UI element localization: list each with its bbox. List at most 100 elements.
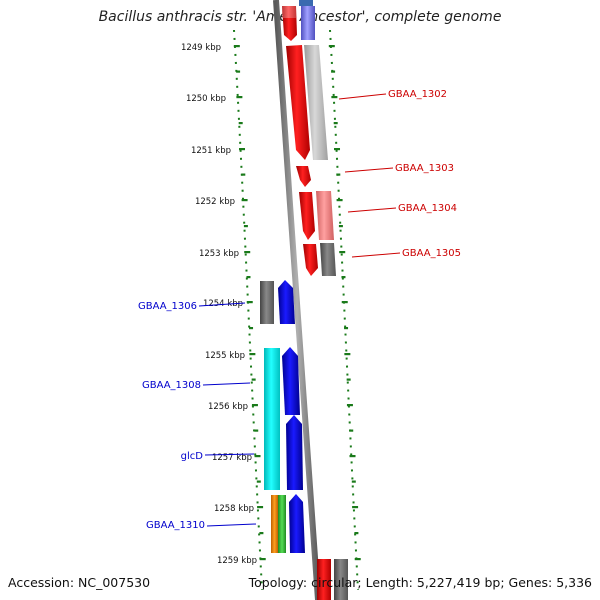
ruler-major-tick [334, 148, 341, 151]
ruler-major-tick [344, 353, 351, 356]
ruler-major-tick [354, 558, 361, 561]
cog-feature [260, 281, 274, 324]
forward-strand-features [282, 0, 348, 600]
ruler-major-tick [336, 199, 343, 202]
ruler-major-tick [341, 301, 348, 304]
cog-feature [278, 495, 286, 553]
gene-arrow-forward[interactable] [317, 559, 331, 600]
gene-label[interactable]: GBAA_1304 [398, 203, 457, 214]
cog-feature [299, 0, 313, 6]
tick-label: 1257 kbp [212, 453, 252, 463]
ruler-major-tick [328, 45, 335, 48]
ruler-minor-tick [251, 378, 256, 381]
leader-line [351, 252, 401, 258]
leader-line [347, 207, 397, 213]
gene-arrow-GBAA_1306[interactable] [278, 280, 295, 324]
ruler-major-tick [339, 251, 346, 254]
reverse-strand-features [260, 280, 305, 553]
gene-arrow-GBAA_1303[interactable] [296, 166, 311, 187]
ruler-major-tick [233, 45, 240, 48]
gene-label[interactable]: GBAA_1310 [146, 520, 205, 531]
ruler-minor-tick [349, 429, 354, 432]
ruler-minor-tick [246, 276, 251, 279]
ruler-labels: 1249 kbp 1250 kbp 1251 kbp 1252 kbp 1253… [181, 43, 257, 566]
gene-label[interactable]: GBAA_1302 [388, 89, 447, 100]
ruler-minor-tick [346, 378, 351, 381]
ruler-major-tick [259, 558, 266, 561]
tick-label: 1258 kbp [214, 504, 254, 514]
ruler-minor-tick [254, 429, 259, 432]
ruler-minor-tick [243, 225, 248, 228]
ruler-major-tick [249, 353, 256, 356]
gene-label[interactable]: GBAA_1305 [402, 248, 461, 259]
leader-line [204, 453, 255, 456]
ruler-minor-tick [338, 225, 343, 228]
tick-label: 1255 kbp [205, 351, 245, 361]
ruler-major-tick [251, 404, 258, 407]
genome-backbone [273, 0, 321, 600]
gene-label[interactable]: GBAA_1306 [138, 301, 197, 312]
ruler-major-tick [352, 506, 359, 509]
ruler-minor-tick [354, 532, 359, 535]
leader-line [198, 302, 246, 307]
gene-arrow-GBAA_1305[interactable] [303, 244, 318, 276]
gene-arrow-glcD[interactable] [286, 415, 303, 490]
ruler-major-tick [236, 96, 243, 99]
gene-label[interactable]: GBAA_1308 [142, 380, 201, 391]
cog-feature [301, 6, 315, 40]
ruler-major-tick [254, 455, 261, 458]
leader-line [202, 382, 251, 386]
leader-line [344, 167, 394, 173]
ruler-major-tick [239, 148, 246, 151]
ruler-ticks [233, 45, 361, 561]
accession-text: Accession: NC_007530 [8, 575, 151, 590]
ruler-minor-tick [331, 70, 336, 73]
tick-label: 1253 kbp [199, 249, 239, 259]
cog-feature [334, 559, 348, 600]
ruler-major-tick [257, 506, 264, 509]
tick-label: 1252 kbp [195, 197, 235, 207]
ruler-major-tick [246, 301, 253, 304]
ruler-minor-tick [344, 327, 349, 330]
ruler-major-tick [349, 455, 356, 458]
ruler-minor-tick [241, 173, 246, 176]
tick-label: 1256 kbp [208, 402, 248, 412]
ruler-minor-tick [351, 480, 356, 483]
ruler-minor-tick [256, 480, 261, 483]
ruler-major-tick [331, 96, 338, 99]
cog-feature [271, 495, 278, 553]
ruler-minor-tick [333, 122, 338, 125]
tick-label: 1259 kbp [217, 556, 257, 566]
ruler-major-tick [346, 404, 353, 407]
ruler-major-tick [244, 251, 251, 254]
ruler-minor-tick [249, 327, 254, 330]
tick-label: 1249 kbp [181, 43, 221, 53]
ruler-minor-tick [341, 276, 346, 279]
cog-feature [264, 348, 280, 490]
cog-feature [282, 6, 296, 18]
gene-label-group: GBAA_1302 GBAA_1303 GBAA_1304 GBAA_1305 … [138, 89, 461, 531]
gene-arrow-GBAA_1302[interactable] [286, 45, 310, 160]
gene-arrow-GBAA_1304[interactable] [299, 192, 315, 240]
map-title: Bacillus anthracis str. 'Ames Ancestor',… [98, 9, 502, 25]
ruler-minor-tick [336, 173, 341, 176]
cog-feature [304, 45, 328, 160]
ruler-minor-tick [259, 532, 264, 535]
ruler-minor-tick [236, 70, 241, 73]
label-leaders [198, 93, 401, 527]
gene-arrow-GBAA_1310[interactable] [289, 494, 305, 553]
gene-arrow-GBAA_1308[interactable] [282, 347, 300, 415]
leader-line [338, 93, 387, 100]
gene-label[interactable]: GBAA_1303 [395, 163, 454, 174]
tick-label: 1250 kbp [186, 94, 226, 104]
gene-label[interactable]: glcD [181, 451, 204, 462]
cog-feature [320, 243, 336, 276]
cog-feature [316, 191, 334, 240]
ruler-minor-tick [238, 122, 243, 125]
ruler-major-tick [241, 199, 248, 202]
genome-summary-text: Topology: circular; Length: 5,227,419 bp… [248, 575, 592, 590]
leader-line [206, 523, 257, 527]
tick-label: 1251 kbp [191, 146, 231, 156]
